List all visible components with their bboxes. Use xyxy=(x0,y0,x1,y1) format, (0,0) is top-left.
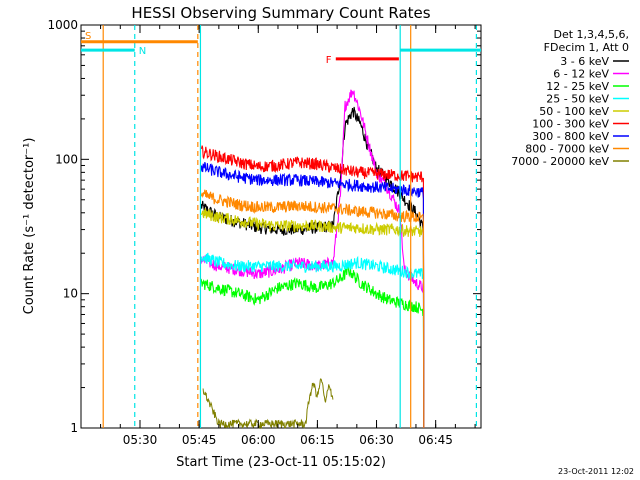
x-tick-label: 05:30 xyxy=(123,433,158,447)
series-layer xyxy=(200,89,425,430)
legend-entry-label: 800 - 7000 keV xyxy=(525,143,609,156)
plot-frame xyxy=(80,24,482,429)
legend-entry-label: 3 - 6 keV xyxy=(560,55,609,68)
series-25-50-kev xyxy=(200,252,425,429)
series-line xyxy=(200,89,425,429)
x-tick-label: 06:30 xyxy=(359,433,394,447)
annotation-label-f: F xyxy=(326,55,332,66)
series-line xyxy=(200,189,425,429)
legend-header: Det 1,3,4,5,6, xyxy=(553,28,629,41)
series-6-12-kev xyxy=(200,89,425,429)
y-tick-label: 1000 xyxy=(47,18,78,32)
series-line xyxy=(200,265,425,429)
y-axis: 1 10 100 1000 xyxy=(47,18,481,435)
annotation-label-n: N xyxy=(139,46,146,57)
legend: Det 1,3,4,5,6,FDecim 1, Att 03 - 6 keV6 … xyxy=(511,28,629,168)
legend-entry-label: 300 - 800 keV xyxy=(532,130,609,143)
legend-entry-label: 50 - 100 keV xyxy=(539,105,609,118)
legend-entry-label: 100 - 300 keV xyxy=(532,118,609,131)
legend-entry-label: 6 - 12 keV xyxy=(553,68,609,81)
series-line xyxy=(200,145,425,429)
y-tick-label: 1 xyxy=(70,421,78,435)
series-7000-20000-kev xyxy=(202,377,334,430)
legend-entry-label: 12 - 25 keV xyxy=(546,80,609,93)
annotation-label-s: S xyxy=(85,31,91,42)
series-line xyxy=(202,377,334,430)
x-tick-label: 05:45 xyxy=(182,433,217,447)
x-axis: 05:30 05:45 06:00 06:15 06:30 06:45 xyxy=(100,25,476,447)
x-tick-label: 06:00 xyxy=(241,433,276,447)
series-800-7000-kev xyxy=(200,189,425,429)
series-line xyxy=(200,252,425,429)
series-300-800-kev xyxy=(200,162,425,429)
chart-title: HESSI Observing Summary Count Rates xyxy=(131,4,430,22)
series-50-100-kev xyxy=(200,208,425,429)
series-line xyxy=(200,208,425,429)
annotation-layer: S N F xyxy=(81,31,481,66)
x-tick-label: 06:15 xyxy=(300,433,335,447)
y-tick-label: 100 xyxy=(55,152,78,166)
series-12-25-kev xyxy=(200,265,425,429)
legend-header: FDecim 1, Att 0 xyxy=(544,41,629,54)
y-axis-label: Count Rate (s⁻¹ detector⁻¹) xyxy=(22,138,37,315)
x-axis-label: Start Time (23-Oct-11 05:15:02) xyxy=(176,455,386,470)
legend-entry-label: 25 - 50 keV xyxy=(546,93,609,106)
legend-entry-label: 7000 - 20000 keV xyxy=(511,155,609,168)
footer-date: 23-Oct-2011 12:02 xyxy=(558,467,634,476)
vertical-marker-layer xyxy=(102,25,478,428)
y-tick-label: 10 xyxy=(63,287,78,301)
x-tick-label: 06:45 xyxy=(418,433,453,447)
series-100-300-kev xyxy=(200,145,425,429)
series-line xyxy=(200,162,425,429)
